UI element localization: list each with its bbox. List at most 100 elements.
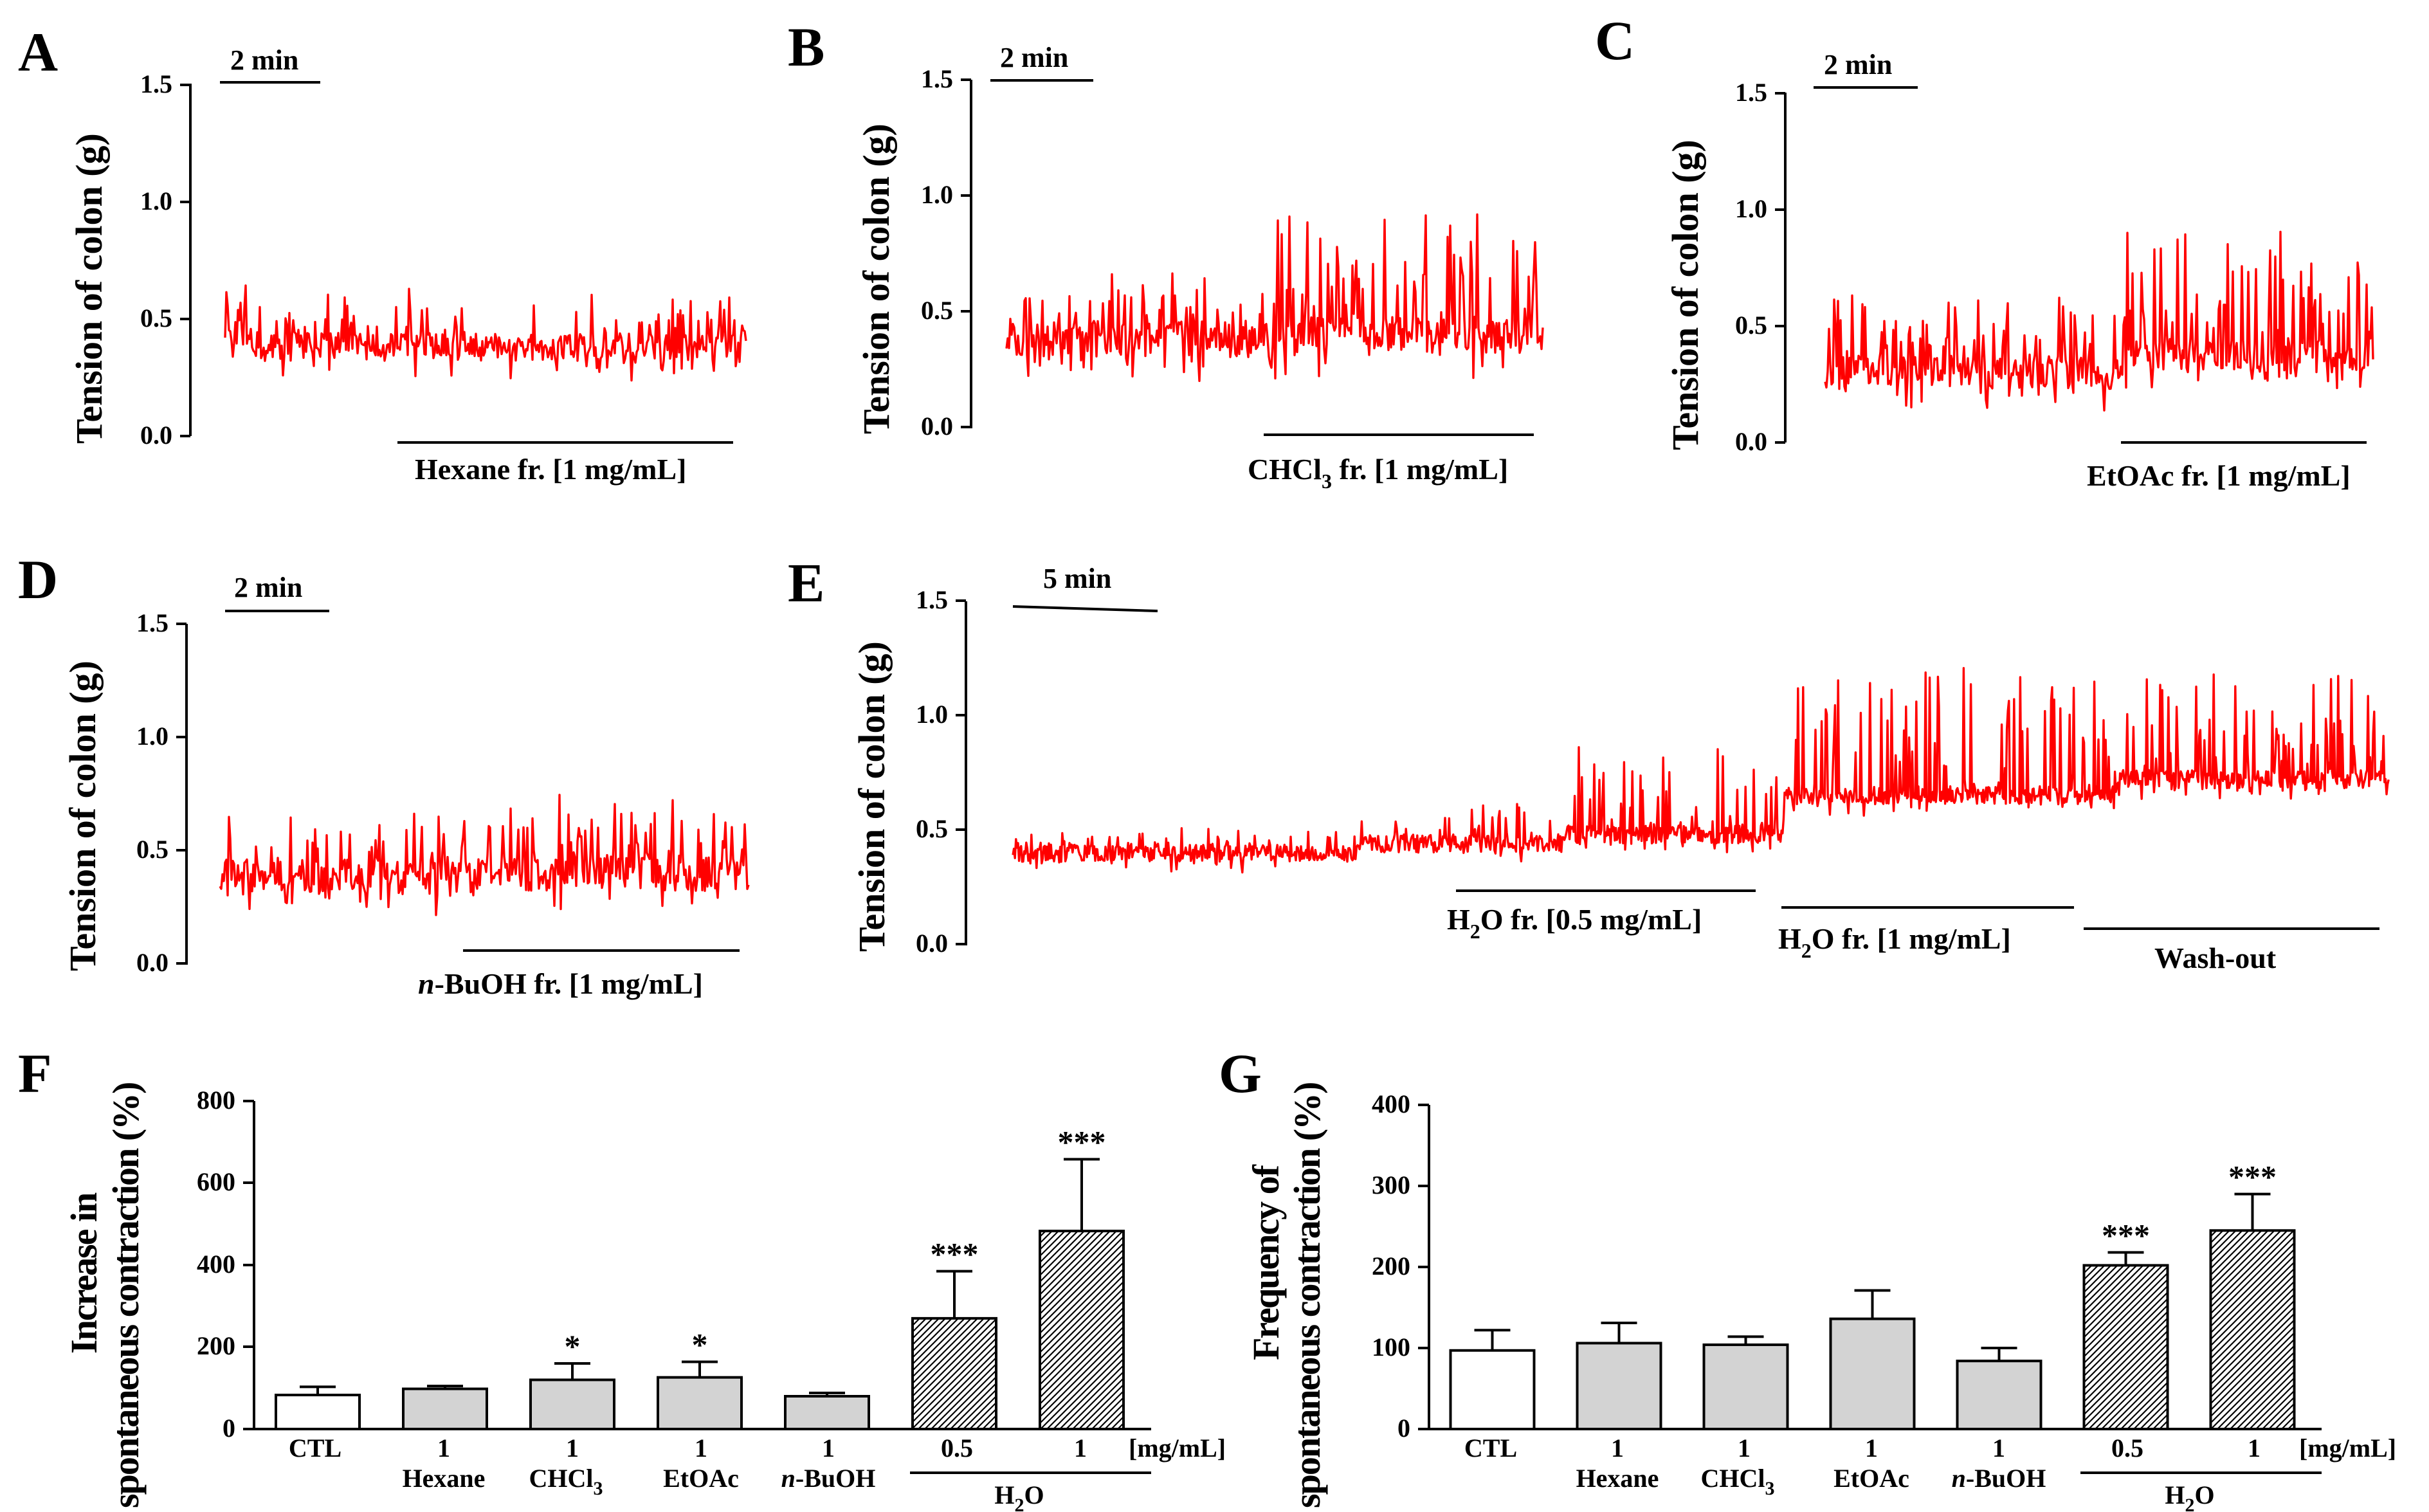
scale-label-d: 2 min	[234, 572, 302, 603]
bar-hexane-1	[402, 1387, 488, 1430]
bar-h2o-0-5	[2082, 1264, 2169, 1430]
label-sub: 3	[594, 1478, 603, 1499]
bar-etoac-1	[657, 1376, 743, 1431]
panel-f: F Increase in spontaneous contraction (%…	[18, 1043, 1226, 1512]
label-tail: O	[1024, 1480, 1044, 1509]
panel-letter-b: B	[788, 16, 824, 78]
x-conc-buoh: 1	[1992, 1434, 2005, 1462]
x-conc-etoac: 1	[695, 1434, 707, 1462]
group-label-h2o-f: H2O	[994, 1480, 1044, 1512]
x-conc-chcl3: 1	[566, 1434, 579, 1462]
x-label-ctl: CTL	[1464, 1434, 1517, 1462]
significance-mark: ***	[2102, 1217, 2150, 1253]
y-tick-label: 1.5	[136, 608, 168, 637]
treatment-label-tail: fr. [1 mg/mL]	[1332, 453, 1508, 486]
y-axis-label-a: Tension of colon (g)	[68, 133, 110, 444]
x-label-ctl: CTL	[289, 1434, 341, 1462]
bar-n-buoh-1	[784, 1395, 870, 1430]
y-tick-label: 1.0	[136, 722, 168, 751]
y-tick-label: 1.5	[916, 585, 948, 614]
y-tick-label: 0.5	[1735, 311, 1767, 340]
y-tick-label: 0.0	[921, 412, 953, 441]
y-ticks-c: 0.0 0.5 1.0 1.5	[1735, 78, 1785, 456]
x-conc-h2o-half: 0.5	[2111, 1434, 2143, 1462]
y-tick-label: 0.5	[136, 835, 168, 864]
label-tail: -BuOH	[796, 1464, 875, 1493]
x-label-chcl3: CHCl3	[529, 1464, 603, 1499]
treatment-label-e-3: Wash-out	[2154, 942, 2277, 974]
y-axis-label-c: Tension of colon (g)	[1664, 140, 1706, 450]
treatment-label-e-1: H2O fr. [0.5 mg/mL]	[1447, 903, 1702, 943]
y-tick-label: 800	[197, 1086, 235, 1115]
label-italic: n	[781, 1464, 796, 1493]
y-tick-label: 1.0	[921, 180, 953, 209]
y-tick-label: 1.5	[140, 69, 172, 98]
y-tick-label: 1.5	[1735, 78, 1767, 107]
scale-label-e: 5 min	[1043, 563, 1111, 594]
bars-g: *** ***	[1449, 1159, 2296, 1431]
tension-trace-b	[1005, 213, 1544, 382]
label-main: H	[1778, 922, 1801, 955]
x-conc-buoh: 1	[822, 1434, 835, 1462]
x-conc-h2o-half: 0.5	[941, 1434, 973, 1462]
label-tail: O	[2195, 1480, 2215, 1509]
label-sub: 2	[2185, 1495, 2195, 1512]
y-axis-label-f-line2: spontaneous contraction (%)	[105, 1083, 147, 1508]
treatment-label-sub: 3	[1322, 469, 1332, 493]
label-tail: O fr. [0.5 mg/mL]	[1480, 903, 1702, 936]
label-main: CHCl	[1701, 1464, 1765, 1493]
unit-label-f: [mg/mL]	[1129, 1434, 1226, 1462]
significance-mark: *	[692, 1326, 708, 1362]
bar-chcl3-1	[1702, 1343, 1789, 1430]
y-tick-label: 0	[223, 1414, 235, 1443]
x-label-buoh: n-BuOH	[1952, 1464, 2046, 1493]
y-tick-label: 0.5	[140, 304, 172, 332]
panel-letter-f: F	[18, 1043, 52, 1104]
treatment-label-a: Hexane fr. [1 mg/mL]	[415, 453, 686, 486]
y-tick-label: 1.0	[140, 187, 172, 215]
significance-mark: *	[565, 1328, 581, 1364]
treatment-label-e-2: H2O fr. [1 mg/mL]	[1778, 922, 2011, 962]
y-ticks-f: 0 200 400 600 800	[197, 1086, 254, 1443]
label-main: H	[2165, 1480, 2185, 1509]
tension-trace-e	[1012, 667, 2390, 874]
x-conc-hexane: 1	[1611, 1434, 1624, 1462]
panel-letter-a: A	[18, 21, 58, 83]
y-tick-label: 400	[197, 1250, 235, 1279]
x-conc-hexane: 1	[437, 1434, 450, 1462]
tension-trace-c	[1824, 230, 2374, 412]
y-axis-label-d: Tension of colon (g)	[62, 660, 104, 971]
treatment-label-c: EtOAc fr. [1 mg/mL]	[2087, 459, 2351, 492]
significance-mark: ***	[931, 1236, 979, 1272]
y-axis-label-g-line2: spontaneous contraction (%)	[1286, 1083, 1328, 1508]
panel-letter-e: E	[788, 552, 824, 614]
panel-a: A 2 min Tension of colon (g) 0.0 0.5 1.0…	[18, 21, 747, 486]
y-axis-label-b: Tension of colon (g)	[855, 123, 897, 434]
x-label-etoac: EtOAc	[663, 1464, 739, 1493]
x-label-chcl3: CHCl3	[1701, 1464, 1775, 1499]
y-tick-label: 0.0	[916, 929, 948, 958]
significance-mark: ***	[2228, 1159, 2277, 1195]
y-tick-label: 0	[1397, 1414, 1410, 1443]
panel-b: B 2 min Tension of colon (g) 0.0 0.5 1.0…	[788, 16, 1544, 493]
label-tail: -BuOH	[1966, 1464, 2046, 1493]
scale-label-b: 2 min	[1000, 42, 1068, 73]
x-conc-etoac: 1	[1865, 1434, 1878, 1462]
label-italic: n	[1952, 1464, 1966, 1493]
label-main: H	[1447, 903, 1470, 936]
y-tick-label: 0.5	[916, 814, 948, 843]
bar-hexane-1	[1576, 1342, 1662, 1430]
panel-g: G Frequency of spontaneous contraction (…	[1219, 1043, 2396, 1512]
y-ticks-a: 0.0 0.5 1.0 1.5	[140, 69, 190, 450]
bars-f: * *******	[275, 1124, 1125, 1431]
y-tick-label: 400	[1372, 1089, 1410, 1118]
x-labels-g: CTL 1 Hexane 1 CHCl3 1 EtOAc 1 n-BuOH 0.…	[1464, 1434, 2396, 1512]
treatment-label-d: n-BuOH fr. [1 mg/mL]	[418, 967, 703, 1000]
panel-letter-g: G	[1219, 1043, 1262, 1104]
bar-n-buoh-1	[1956, 1360, 2042, 1430]
panel-e: E 5 min Tension of colon (g) 0.0 0.5 1.0…	[788, 552, 2390, 974]
y-tick-label: 100	[1372, 1333, 1410, 1362]
x-label-hexane: Hexane	[1576, 1464, 1659, 1493]
panel-c: C 2 min Tension of colon (g) 0.0 0.5 1.0…	[1595, 10, 2374, 492]
